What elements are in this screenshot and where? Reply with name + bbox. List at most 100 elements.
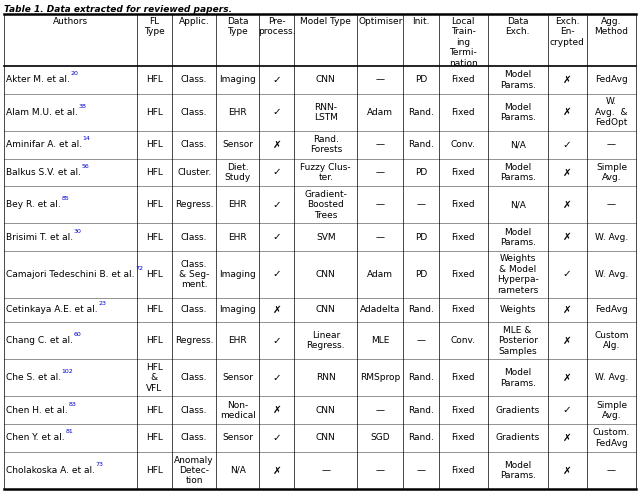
Text: Fuzzy Clus-
ter.: Fuzzy Clus- ter. [300, 163, 351, 182]
Text: HFL: HFL [146, 108, 163, 117]
Text: HFL: HFL [146, 168, 163, 177]
Text: ✗: ✗ [273, 140, 281, 150]
Text: 38: 38 [78, 104, 86, 109]
Text: Weights
& Model
Hyperpa-
rameters: Weights & Model Hyperpa- rameters [497, 254, 538, 294]
Text: Custom.
FedAvg: Custom. FedAvg [593, 428, 630, 448]
Text: Local
Train-
ing
Termi-
nation: Local Train- ing Termi- nation [449, 17, 477, 68]
Text: —: — [376, 466, 385, 475]
Text: HFL: HFL [146, 270, 163, 279]
Text: W.
Avg.  &
FedOpt: W. Avg. & FedOpt [595, 98, 628, 127]
Text: Data
Exch.: Data Exch. [506, 17, 530, 36]
Text: Class.: Class. [181, 140, 207, 149]
Text: Fixed: Fixed [451, 466, 475, 475]
Text: Exch.
En-
crypted: Exch. En- crypted [550, 17, 585, 47]
Text: Rand.
Forests: Rand. Forests [310, 135, 342, 154]
Text: —: — [417, 336, 426, 345]
Text: W. Avg.: W. Avg. [595, 270, 628, 279]
Text: —: — [417, 200, 426, 210]
Text: N/A: N/A [230, 466, 246, 475]
Text: PD: PD [415, 233, 427, 242]
Text: MLE: MLE [371, 336, 389, 345]
Text: Custom
Alg.: Custom Alg. [595, 331, 628, 351]
Text: MLE &
Posterior
Samples: MLE & Posterior Samples [498, 326, 538, 355]
Text: Camajori Tedeschini B. et al.: Camajori Tedeschini B. et al. [6, 270, 134, 279]
Text: Simple
Avg.: Simple Avg. [596, 401, 627, 420]
Text: ✗: ✗ [563, 75, 572, 85]
Text: Fixed: Fixed [451, 373, 475, 383]
Text: SVM: SVM [316, 233, 335, 242]
Text: —: — [607, 466, 616, 475]
Text: —: — [376, 233, 385, 242]
Text: —: — [376, 168, 385, 177]
Text: ✓: ✓ [563, 140, 572, 150]
Text: Adam: Adam [367, 108, 393, 117]
Text: Fixed: Fixed [451, 200, 475, 210]
Text: HFL
&
VFL: HFL & VFL [146, 363, 163, 393]
Text: 81: 81 [65, 429, 73, 434]
Text: CNN: CNN [316, 306, 335, 315]
Text: ✓: ✓ [273, 200, 281, 210]
Text: ✓: ✓ [273, 168, 281, 177]
Text: HFL: HFL [146, 200, 163, 210]
Text: Rand.: Rand. [408, 373, 434, 383]
Text: Balkus S.V. et al.: Balkus S.V. et al. [6, 168, 81, 177]
Text: ✓: ✓ [273, 433, 281, 443]
Text: Cluster.: Cluster. [177, 168, 211, 177]
Text: ✓: ✓ [563, 405, 572, 415]
Text: Regress.: Regress. [175, 200, 213, 210]
Text: Class.: Class. [181, 75, 207, 84]
Text: 60: 60 [74, 332, 81, 337]
Text: Fixed: Fixed [451, 108, 475, 117]
Text: Class.: Class. [181, 108, 207, 117]
Text: Class.: Class. [181, 373, 207, 383]
Text: RNN: RNN [316, 373, 335, 383]
Text: EHR: EHR [228, 233, 247, 242]
Text: 14: 14 [83, 136, 90, 141]
Text: ✗: ✗ [273, 305, 281, 315]
Text: CNN: CNN [316, 433, 335, 443]
Text: ✓: ✓ [273, 373, 281, 383]
Text: ✓: ✓ [273, 75, 281, 85]
Text: ✓: ✓ [273, 336, 281, 346]
Text: Optimiser: Optimiser [358, 17, 403, 26]
Text: 56: 56 [81, 164, 89, 169]
Text: ✓: ✓ [273, 107, 281, 117]
Text: Data
Type: Data Type [227, 17, 248, 36]
Text: HFL: HFL [146, 306, 163, 315]
Text: CNN: CNN [316, 270, 335, 279]
Text: Authors: Authors [52, 17, 88, 26]
Text: 85: 85 [61, 196, 69, 201]
Text: Che S. et al.: Che S. et al. [6, 373, 61, 383]
Text: Imaging: Imaging [220, 306, 256, 315]
Text: N/A: N/A [509, 200, 525, 210]
Text: Pre-
process.: Pre- process. [258, 17, 296, 36]
Text: Model
Params.: Model Params. [500, 70, 536, 90]
Text: CNN: CNN [316, 406, 335, 415]
Text: Cholakoska A. et al.: Cholakoska A. et al. [6, 466, 95, 475]
Text: ✗: ✗ [273, 465, 281, 475]
Text: PD: PD [415, 270, 427, 279]
Text: Class.: Class. [181, 233, 207, 242]
Text: Regress.: Regress. [175, 336, 213, 345]
Text: PD: PD [415, 75, 427, 84]
Text: Rand.: Rand. [408, 108, 434, 117]
Text: ✓: ✓ [563, 270, 572, 280]
Text: Imaging: Imaging [220, 75, 256, 84]
Text: Chen Y. et al.: Chen Y. et al. [6, 433, 65, 443]
Text: Gradient-
Boosted
Trees: Gradient- Boosted Trees [305, 190, 348, 220]
Text: ✗: ✗ [563, 232, 572, 242]
Text: Sensor: Sensor [222, 140, 253, 149]
Text: —: — [607, 200, 616, 210]
Text: Anomaly
Detec-
tion: Anomaly Detec- tion [174, 456, 214, 485]
Text: PD: PD [415, 168, 427, 177]
Text: Linear
Regress.: Linear Regress. [307, 331, 345, 351]
Text: Fixed: Fixed [451, 406, 475, 415]
Text: ✗: ✗ [563, 107, 572, 117]
Text: Applic.: Applic. [179, 17, 209, 26]
Text: Adam: Adam [367, 270, 393, 279]
Text: CNN: CNN [316, 75, 335, 84]
Text: Rand.: Rand. [408, 306, 434, 315]
Text: 72: 72 [135, 266, 143, 271]
Text: FL
Type: FL Type [144, 17, 164, 36]
Text: Adadelta: Adadelta [360, 306, 401, 315]
